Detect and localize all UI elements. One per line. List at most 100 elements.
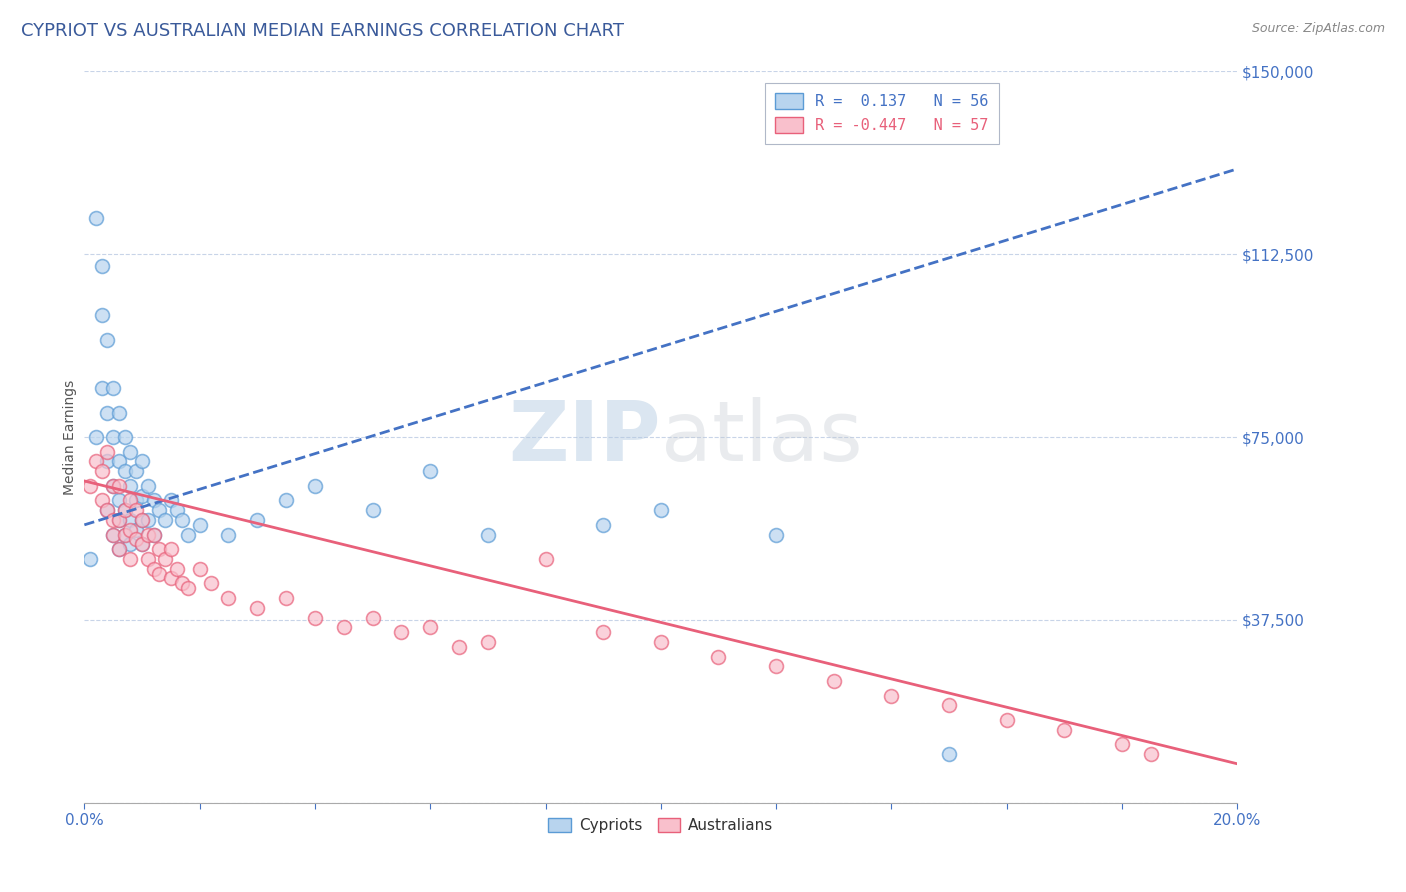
Point <box>136 513 159 527</box>
Point <box>108 513 131 527</box>
Point <box>188 517 211 532</box>
Point <box>120 493 142 508</box>
Point <box>120 537 142 551</box>
Point <box>103 527 124 541</box>
Point <box>276 591 298 605</box>
Point <box>90 381 112 395</box>
Point <box>142 562 165 576</box>
Point <box>84 211 107 225</box>
Point <box>880 689 903 703</box>
Point <box>148 566 170 581</box>
Point <box>96 454 118 468</box>
Point <box>131 537 153 551</box>
Point <box>108 454 131 468</box>
Point <box>304 610 326 624</box>
Point <box>218 527 240 541</box>
Point <box>79 479 101 493</box>
Point <box>90 493 112 508</box>
Point <box>103 479 124 493</box>
Point <box>108 479 131 493</box>
Point <box>136 552 159 566</box>
Point <box>650 503 672 517</box>
Point <box>103 430 124 444</box>
Point <box>177 581 200 595</box>
Point <box>125 523 148 537</box>
Point <box>131 489 153 503</box>
Point <box>114 503 136 517</box>
Point <box>103 479 124 493</box>
Point <box>90 260 112 274</box>
Point <box>534 552 557 566</box>
Point <box>172 513 194 527</box>
Point <box>650 635 672 649</box>
Text: ZIP: ZIP <box>509 397 661 477</box>
Point <box>1140 747 1163 761</box>
Point <box>1111 737 1133 751</box>
Point <box>108 513 131 527</box>
Point <box>90 308 112 322</box>
Point <box>125 503 148 517</box>
Point <box>177 527 200 541</box>
Point <box>419 620 441 634</box>
Point <box>938 698 960 713</box>
Point <box>823 673 845 688</box>
Point <box>419 464 441 478</box>
Text: CYPRIOT VS AUSTRALIAN MEDIAN EARNINGS CORRELATION CHART: CYPRIOT VS AUSTRALIAN MEDIAN EARNINGS CO… <box>21 22 624 40</box>
Point <box>131 513 153 527</box>
Point <box>188 562 211 576</box>
Point <box>142 527 165 541</box>
Point <box>125 493 148 508</box>
Point <box>114 430 136 444</box>
Point <box>142 493 165 508</box>
Point <box>120 552 142 566</box>
Point <box>96 406 118 420</box>
Point <box>103 381 124 395</box>
Point <box>361 503 384 517</box>
Point <box>218 591 240 605</box>
Point <box>153 513 176 527</box>
Text: atlas: atlas <box>661 397 862 477</box>
Point <box>166 562 188 576</box>
Point <box>108 493 131 508</box>
Point <box>1053 723 1076 737</box>
Point <box>765 659 787 673</box>
Point <box>449 640 471 654</box>
Point <box>103 527 124 541</box>
Point <box>148 542 170 557</box>
Point <box>114 527 136 541</box>
Point <box>120 444 142 458</box>
Point <box>96 503 118 517</box>
Point <box>108 542 131 557</box>
Point <box>361 610 384 624</box>
Point <box>707 649 730 664</box>
Point <box>276 493 298 508</box>
Point <box>765 527 787 541</box>
Point <box>103 513 124 527</box>
Point <box>938 747 960 761</box>
Point <box>90 464 112 478</box>
Point <box>96 444 118 458</box>
Point <box>120 479 142 493</box>
Point <box>136 527 159 541</box>
Point <box>96 503 118 517</box>
Point <box>96 333 118 347</box>
Point <box>391 625 413 640</box>
Point <box>160 493 183 508</box>
Point <box>148 503 170 517</box>
Point <box>125 464 148 478</box>
Point <box>131 537 153 551</box>
Point <box>114 464 136 478</box>
Point <box>172 576 194 591</box>
Point <box>592 625 614 640</box>
Legend: Cypriots, Australians: Cypriots, Australians <box>543 812 779 839</box>
Point <box>131 454 153 468</box>
Point <box>108 406 131 420</box>
Point <box>120 513 142 527</box>
Point <box>200 576 222 591</box>
Point <box>136 479 159 493</box>
Point <box>125 533 148 547</box>
Point <box>304 479 326 493</box>
Point <box>79 552 101 566</box>
Point <box>114 503 136 517</box>
Point <box>120 523 142 537</box>
